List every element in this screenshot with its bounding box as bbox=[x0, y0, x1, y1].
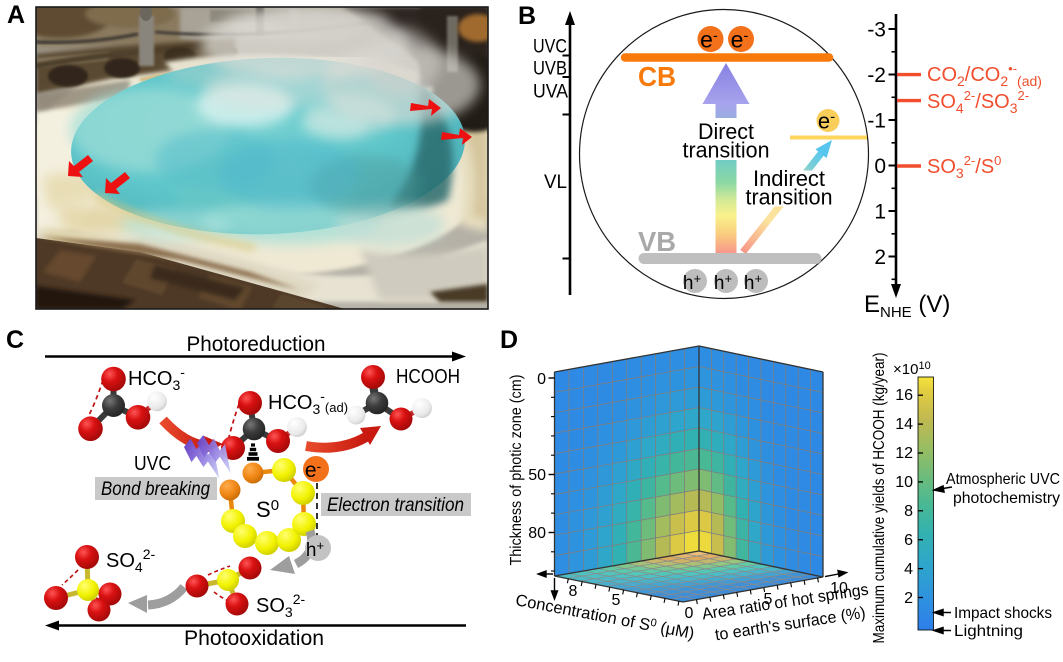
svg-text:HCOOH: HCOOH bbox=[396, 366, 460, 388]
svg-text:8: 8 bbox=[569, 583, 578, 600]
svg-text:transition: transition bbox=[683, 138, 770, 163]
svg-text:80: 80 bbox=[528, 525, 546, 542]
svg-text:Bond breaking: Bond breaking bbox=[101, 479, 210, 500]
svg-text:Impact shocks: Impact shocks bbox=[954, 605, 1052, 622]
svg-text:-3: -3 bbox=[867, 19, 886, 42]
svg-text:0: 0 bbox=[874, 155, 886, 178]
svg-text:6: 6 bbox=[904, 532, 913, 549]
svg-text:5: 5 bbox=[612, 592, 621, 609]
svg-text:Maximum cumulative yields of H: Maximum cumulative yields of HCOOH (kg/y… bbox=[871, 353, 888, 644]
svg-text:12: 12 bbox=[895, 445, 913, 462]
svg-text:UVC: UVC bbox=[533, 36, 567, 58]
svg-text:4: 4 bbox=[904, 561, 913, 578]
svg-text:-2: -2 bbox=[867, 64, 886, 87]
svg-text:0: 0 bbox=[537, 371, 546, 388]
svg-text:Thickness of photic zone (cm): Thickness of photic zone (cm) bbox=[508, 375, 525, 566]
svg-text:photochemistry: photochemistry bbox=[953, 490, 1060, 507]
svg-text:Electron transition: Electron transition bbox=[327, 495, 464, 516]
svg-text:Indirect: Indirect bbox=[753, 166, 826, 191]
svg-text:Photoreduction: Photoreduction bbox=[187, 332, 326, 356]
svg-text:50: 50 bbox=[528, 467, 546, 484]
svg-text:10: 10 bbox=[895, 474, 913, 491]
svg-text:SO42-/SO32-: SO42-/SO32- bbox=[927, 88, 1029, 116]
svg-text:VB: VB bbox=[638, 226, 676, 257]
svg-text:ENHE (V): ENHE (V) bbox=[864, 291, 950, 321]
svg-text:UVC: UVC bbox=[134, 453, 171, 475]
svg-text:Photooxidation: Photooxidation bbox=[184, 626, 324, 650]
svg-text:Lightning: Lightning bbox=[954, 623, 1023, 640]
svg-text:2: 2 bbox=[904, 590, 913, 607]
svg-text:8: 8 bbox=[904, 503, 913, 520]
svg-text:10: 10 bbox=[830, 580, 848, 597]
svg-text:5: 5 bbox=[764, 591, 773, 608]
svg-text:14: 14 bbox=[895, 416, 913, 433]
svg-text:0: 0 bbox=[685, 605, 694, 622]
svg-text:-1: -1 bbox=[867, 110, 886, 133]
svg-text:Direct: Direct bbox=[698, 119, 755, 144]
svg-text:VL: VL bbox=[544, 171, 567, 193]
svg-text:×1010: ×1010 bbox=[893, 360, 931, 378]
svg-text:UVB: UVB bbox=[533, 58, 567, 80]
svg-text:UVA: UVA bbox=[533, 81, 568, 103]
svg-text:16: 16 bbox=[895, 387, 913, 404]
svg-text:Atmospheric UVC: Atmospheric UVC bbox=[946, 471, 1060, 488]
svg-text:1: 1 bbox=[874, 201, 886, 224]
svg-text:2: 2 bbox=[874, 246, 886, 269]
svg-text:CB: CB bbox=[638, 61, 676, 92]
svg-text:transition: transition bbox=[746, 185, 833, 210]
